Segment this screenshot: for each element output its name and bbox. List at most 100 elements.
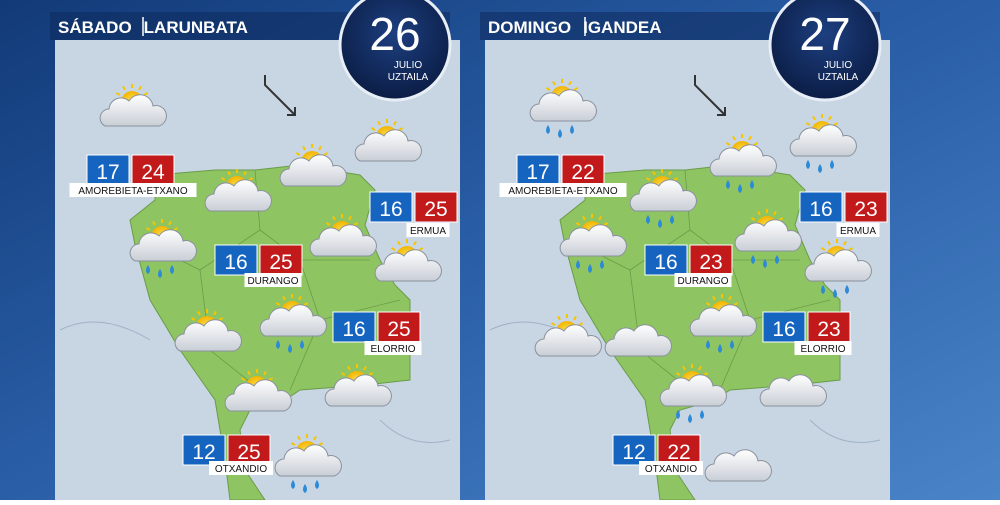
sun-ray — [757, 210, 761, 216]
day-name-eu: LARUNBATA — [144, 18, 248, 37]
sun-ray — [297, 435, 301, 441]
cloud — [174, 319, 242, 352]
city-label-box — [364, 341, 422, 355]
rain-drop — [845, 285, 849, 294]
sun-ray — [732, 135, 736, 141]
max-temp: 22 — [571, 161, 594, 184]
min-temp-box — [86, 154, 130, 186]
rain-drop — [751, 255, 755, 264]
sun-ray — [313, 435, 317, 441]
sun-ray — [828, 115, 832, 121]
rain-drop — [818, 164, 822, 173]
cloud — [629, 179, 697, 212]
sun-ray — [778, 217, 784, 221]
sun-ray — [705, 302, 711, 306]
sun-ray — [370, 127, 376, 131]
rain-drop — [576, 260, 580, 269]
sun-ray — [318, 442, 324, 446]
min-temp-box — [214, 244, 258, 276]
rain-drop — [738, 184, 742, 193]
day-name: SÁBADO — [58, 18, 132, 37]
sun-ray — [557, 315, 561, 321]
rain-drop — [833, 289, 837, 298]
sun-ray — [377, 120, 381, 126]
max-temp: 25 — [387, 318, 410, 341]
month: JULIO — [824, 60, 853, 71]
date-disc — [768, 0, 882, 102]
rain-drop — [830, 160, 834, 169]
sun-ray — [263, 370, 267, 376]
sun-ray — [302, 145, 306, 151]
city-name: ERMUA — [410, 226, 446, 237]
city-name: ELORRIO — [800, 344, 845, 355]
sun-ray — [712, 295, 716, 301]
min-temp-box — [332, 311, 376, 343]
max-temp: 25 — [269, 251, 292, 274]
cloud — [274, 444, 342, 477]
min-temp: 16 — [809, 198, 832, 221]
max-temp-box — [377, 311, 421, 343]
min-temp-box — [762, 311, 806, 343]
sun-ray — [703, 372, 709, 376]
sun-ray — [398, 127, 404, 131]
date-number: 26 — [369, 8, 420, 60]
city-label-box — [499, 183, 627, 197]
cloud — [789, 124, 857, 157]
sun-ray — [303, 302, 309, 306]
rain-drop — [158, 269, 162, 278]
min-temp: 16 — [342, 318, 365, 341]
sun-ray — [115, 92, 121, 96]
rain-drop — [558, 129, 562, 138]
rain-drop — [775, 255, 779, 264]
rain-drop — [315, 480, 319, 489]
sun-ray — [397, 240, 401, 246]
max-temp-box — [131, 154, 175, 186]
sun-ray — [773, 210, 777, 216]
sun-ray — [353, 222, 359, 226]
cloud — [704, 449, 772, 482]
sun-ray — [168, 220, 172, 226]
min-temp-box — [799, 191, 843, 223]
rain-drop — [276, 340, 280, 349]
city-label-box — [836, 223, 880, 237]
sun-ray — [318, 145, 322, 151]
sun-ray — [363, 365, 367, 371]
sun-ray — [173, 227, 179, 231]
min-temp: 16 — [379, 198, 402, 221]
city-label-box — [244, 273, 302, 287]
max-temp: 23 — [854, 198, 877, 221]
rain-drop — [700, 410, 704, 419]
sun-ray — [197, 310, 201, 316]
max-temp: 23 — [817, 318, 840, 341]
sun-ray — [573, 87, 579, 91]
cloud — [259, 304, 327, 337]
cloud — [224, 379, 292, 412]
sun-ray — [578, 322, 584, 326]
sun-ray — [843, 240, 847, 246]
max-temp-box — [807, 311, 851, 343]
max-temp-box — [561, 154, 605, 186]
sun-ray — [145, 227, 151, 231]
city-label-box — [674, 273, 732, 287]
sun-ray — [220, 177, 226, 181]
cloud — [689, 304, 757, 337]
sun-ray — [603, 222, 609, 226]
sun-ray — [213, 310, 217, 316]
day-title: DOMINGO IGANDEA — [488, 18, 662, 37]
cloud — [534, 324, 602, 357]
city-name: AMOREBIETA-ETXANO — [78, 186, 187, 197]
max-temp-box — [689, 244, 733, 276]
rain-drop — [821, 285, 825, 294]
city-name: AMOREBIETA-ETXANO — [508, 186, 617, 197]
min-temp: 12 — [192, 441, 215, 464]
sun-ray — [805, 122, 811, 126]
sun-ray — [247, 370, 251, 376]
max-temp: 25 — [424, 198, 447, 221]
date-disc — [338, 0, 452, 102]
sun-ray — [340, 372, 346, 376]
city-label-box — [639, 461, 703, 475]
sun-ray — [820, 247, 826, 251]
cloud — [309, 224, 377, 257]
max-temp: 23 — [699, 251, 722, 274]
